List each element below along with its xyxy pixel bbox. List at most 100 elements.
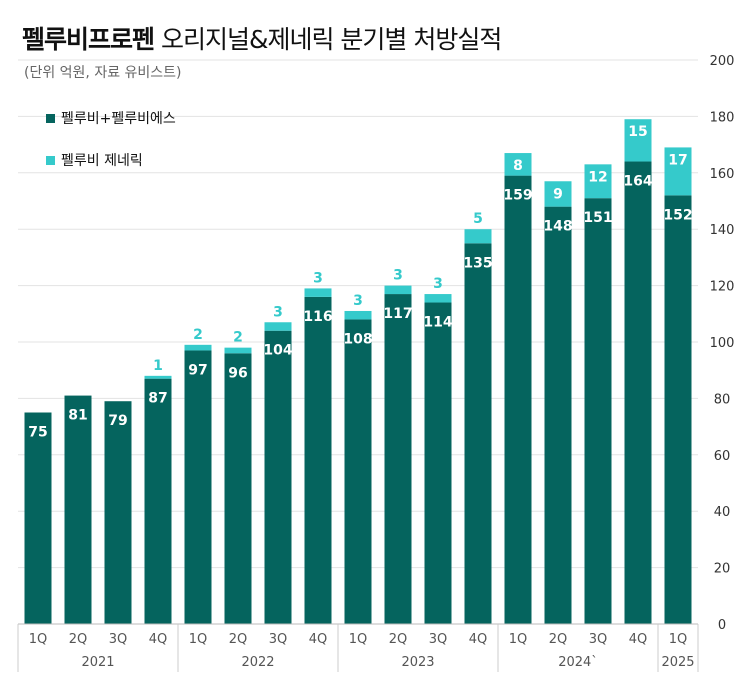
legend-label-generic: 펠루비 제네릭: [61, 153, 143, 169]
x-tick-label: 4Q: [309, 632, 328, 647]
bar-original: [24, 412, 52, 624]
bar-generic: [544, 181, 572, 207]
bar-original: [344, 319, 372, 624]
year-group-label: 2021: [81, 655, 114, 670]
bar-original: [264, 330, 292, 624]
bar-generic: [264, 322, 292, 331]
bar-generic: [624, 119, 652, 162]
data-label-generic: 2: [193, 327, 203, 343]
x-tick-label: 1Q: [189, 632, 208, 647]
bar-original: [304, 296, 332, 624]
data-label-original: 81: [68, 408, 87, 424]
chart-title-rest: 오리지널&제네릭 분기별 처방실적: [154, 25, 502, 54]
y-tick-label: 120: [710, 280, 735, 295]
legend-label-original: 펠루비+펠루비에스: [61, 111, 176, 127]
data-label-generic: 12: [588, 169, 607, 185]
data-label-generic: 17: [668, 152, 687, 168]
bar-generic: [464, 229, 492, 244]
data-label-generic: 15: [628, 124, 647, 140]
bar-generic: [224, 347, 252, 354]
data-label-original: 87: [148, 391, 167, 407]
year-group-label: 2022: [241, 655, 274, 670]
x-tick-label: 1Q: [669, 632, 688, 647]
y-tick-label: 40: [714, 505, 731, 520]
legend-item-generic: 펠루비 제네릭: [36, 150, 176, 170]
x-tick-label: 3Q: [269, 632, 288, 647]
data-label-original: 114: [423, 315, 452, 331]
data-label-generic: 9: [553, 186, 563, 202]
bar-original: [424, 302, 452, 624]
chart-title: 펠루비프로펜 오리지널&제네릭 분기별 처방실적: [22, 20, 502, 56]
year-group-label: 2023: [401, 655, 434, 670]
legend-swatch-original: [46, 113, 55, 123]
legend-swatch-generic: [46, 155, 55, 165]
year-group-label: 2024`: [558, 655, 598, 670]
bar-generic: [384, 285, 412, 295]
data-label-original: 75: [28, 425, 47, 441]
y-tick-label: 60: [714, 449, 731, 464]
data-label-generic: 2: [233, 330, 243, 346]
y-tick-label: 20: [714, 562, 731, 577]
data-label-original: 152: [663, 207, 692, 223]
data-label-original: 104: [263, 343, 292, 359]
x-tick-label: 2Q: [229, 632, 248, 647]
data-label-generic: 3: [433, 276, 443, 292]
bar-original: [504, 175, 532, 624]
bar-generic: [424, 294, 452, 303]
chart-title-bold: 펠루비프로펜: [22, 25, 155, 54]
data-label-original: 79: [108, 413, 127, 429]
data-label-generic: 3: [393, 268, 403, 284]
x-tick-label: 1Q: [349, 632, 368, 647]
bar-generic: [344, 310, 372, 320]
bar-generic: [304, 288, 332, 297]
bar-generic: [584, 164, 612, 199]
x-tick-label: 3Q: [589, 632, 608, 647]
chart-subtitle: (단위 억원, 자료 유비스트): [24, 65, 182, 81]
data-label-original: 96: [228, 365, 247, 381]
data-label-original: 108: [343, 331, 372, 347]
data-label-original: 148: [543, 219, 572, 235]
bar-original: [224, 353, 252, 624]
x-tick-label: 2Q: [549, 632, 568, 647]
data-label-original: 116: [303, 309, 332, 325]
data-label-original: 117: [383, 306, 412, 322]
data-label-original: 135: [463, 255, 492, 271]
bar-original: [64, 395, 92, 624]
y-tick-label: 100: [710, 336, 735, 351]
bar-generic: [144, 375, 172, 379]
bar-generic: [184, 344, 212, 351]
data-label-original: 159: [503, 188, 532, 204]
bar-original: [184, 350, 212, 624]
y-tick-label: 180: [710, 110, 735, 125]
data-label-original: 164: [623, 174, 652, 190]
data-label-original: 97: [188, 362, 207, 378]
x-tick-label: 4Q: [149, 632, 168, 647]
bar-original: [584, 198, 612, 624]
x-tick-label: 3Q: [429, 632, 448, 647]
data-label-generic: 8: [513, 158, 523, 174]
bar-original: [144, 378, 172, 624]
bar-generic: [504, 153, 532, 176]
bar-original: [384, 294, 412, 624]
y-tick-label: 0: [718, 618, 726, 633]
y-tick-label: 200: [710, 54, 735, 69]
x-tick-label: 1Q: [29, 632, 48, 647]
bar-generic: [664, 147, 692, 196]
x-tick-label: 4Q: [629, 632, 648, 647]
year-group-label: 2025: [661, 655, 694, 670]
bar-original: [624, 161, 652, 624]
y-tick-label: 140: [710, 223, 735, 238]
data-label-generic: 3: [313, 270, 323, 286]
x-tick-label: 4Q: [469, 632, 488, 647]
data-label-generic: 3: [273, 304, 283, 320]
x-tick-label: 2Q: [389, 632, 408, 647]
x-tick-label: 3Q: [109, 632, 128, 647]
x-tick-label: 2Q: [69, 632, 88, 647]
y-tick-label: 80: [714, 392, 731, 407]
legend-item-original: 펠루비+펠루비에스: [36, 108, 176, 128]
y-tick-label: 160: [710, 167, 735, 182]
data-label-generic: 1: [153, 358, 163, 374]
bar-original: [544, 206, 572, 624]
data-label-generic: 3: [353, 293, 363, 309]
